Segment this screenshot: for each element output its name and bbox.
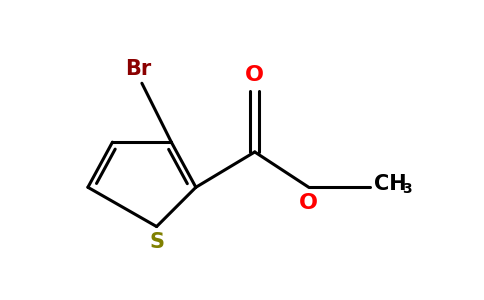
Text: CH: CH — [374, 174, 406, 194]
Text: 3: 3 — [402, 182, 411, 196]
Text: O: O — [245, 65, 264, 85]
Text: S: S — [149, 232, 164, 252]
Text: O: O — [299, 193, 318, 213]
Text: Br: Br — [125, 59, 151, 79]
